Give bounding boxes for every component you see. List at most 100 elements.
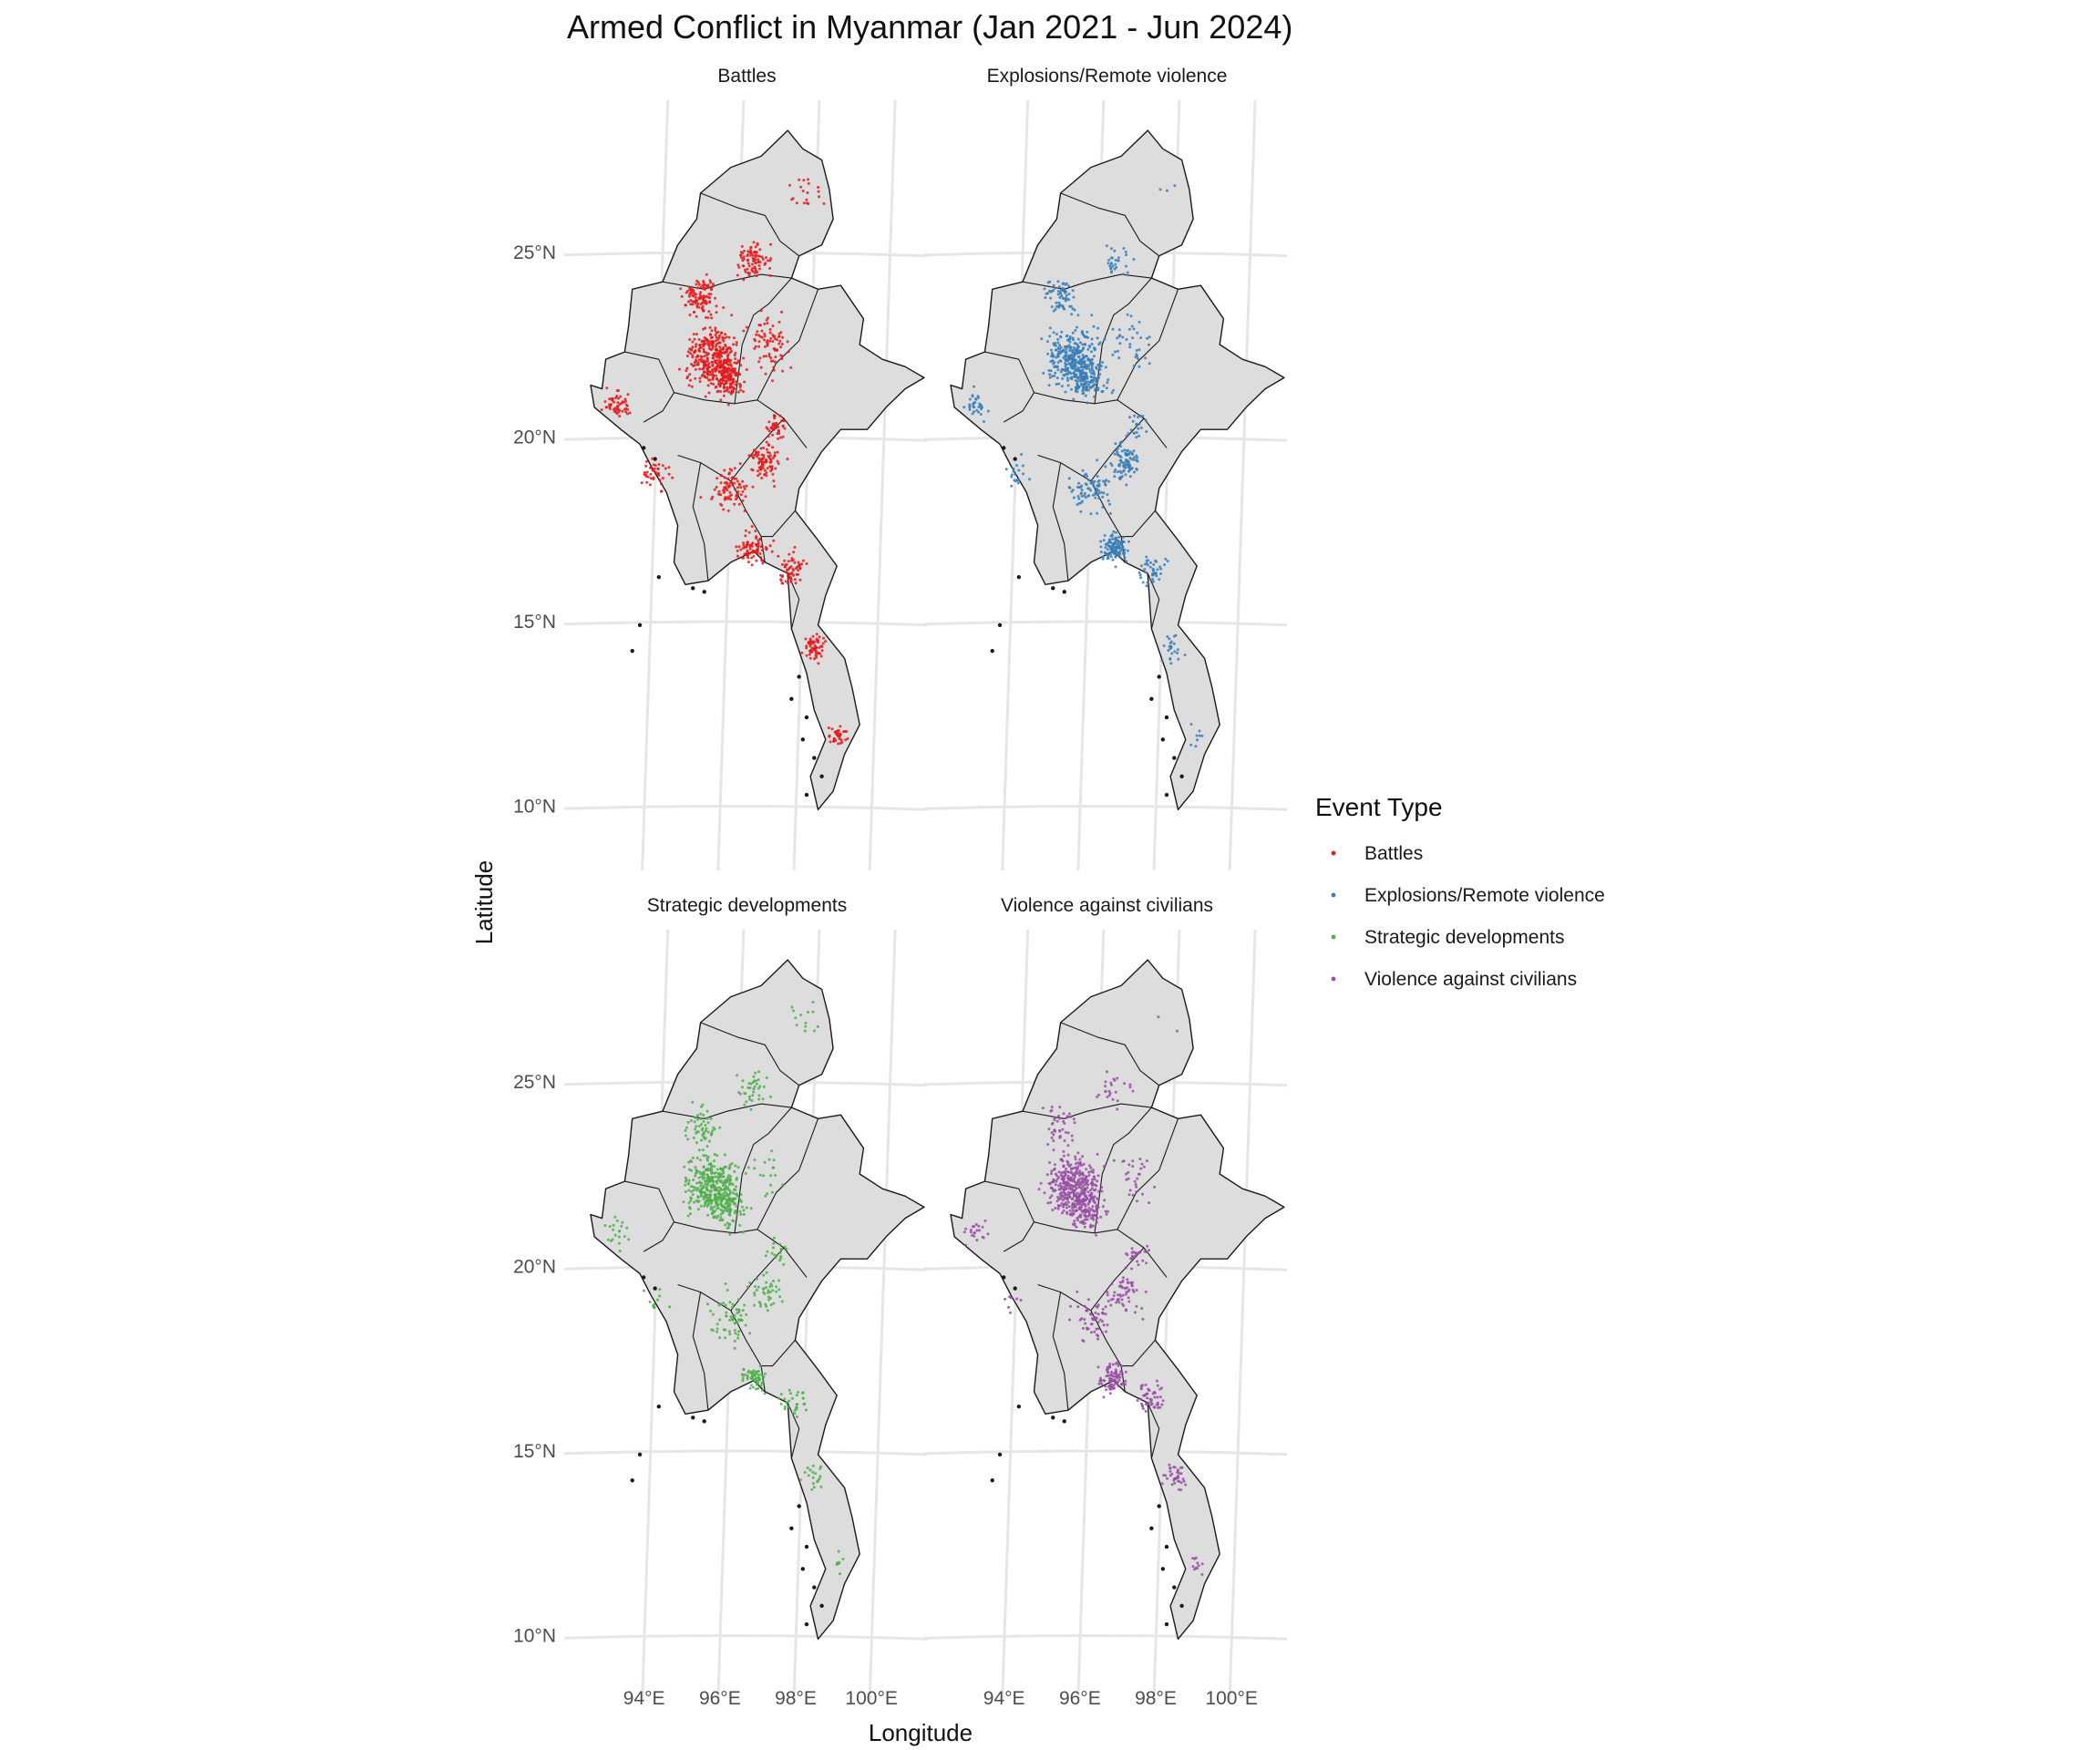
event-point — [1104, 365, 1107, 369]
event-point — [1159, 572, 1162, 575]
event-point — [815, 633, 818, 636]
event-point — [658, 1294, 662, 1298]
event-point — [736, 1321, 739, 1324]
event-point — [788, 552, 791, 556]
event-point — [691, 300, 695, 304]
event-point — [749, 245, 753, 249]
event-point — [695, 1125, 698, 1128]
event-point — [1075, 1202, 1078, 1206]
event-point — [983, 1219, 987, 1222]
event-point — [1090, 1178, 1094, 1181]
event-point — [805, 562, 808, 565]
event-point — [805, 198, 808, 201]
event-point — [708, 300, 712, 304]
event-point — [702, 1113, 705, 1117]
event-point — [768, 331, 772, 335]
event-point — [1166, 635, 1169, 638]
event-point — [828, 735, 831, 738]
event-point — [724, 1336, 727, 1340]
event-point — [1091, 1170, 1095, 1174]
event-point — [1109, 267, 1113, 271]
event-point — [1136, 456, 1139, 459]
region-border — [1022, 273, 1152, 290]
event-point — [771, 340, 775, 343]
event-point — [1121, 535, 1125, 539]
event-point — [807, 1011, 809, 1014]
event-point — [1080, 489, 1084, 492]
event-point — [829, 740, 832, 744]
event-point — [1109, 262, 1113, 265]
event-point — [1115, 1370, 1118, 1374]
event-point — [1073, 1173, 1076, 1177]
event-point — [1141, 581, 1145, 584]
event-point — [736, 1166, 740, 1169]
event-point — [728, 1163, 732, 1167]
event-point — [625, 1226, 629, 1230]
event-point — [736, 1074, 739, 1077]
event-point — [844, 738, 848, 742]
event-point — [1122, 247, 1126, 250]
event-point — [708, 370, 712, 374]
event-point — [763, 468, 767, 472]
event-point — [768, 451, 771, 455]
event-point — [757, 539, 760, 542]
event-point — [846, 736, 849, 740]
event-point — [1146, 563, 1149, 567]
event-point — [1104, 1312, 1107, 1316]
event-point — [1148, 335, 1151, 339]
event-point — [1072, 364, 1076, 367]
event-point — [1014, 472, 1017, 476]
event-point — [1054, 1189, 1056, 1192]
event-point — [756, 547, 759, 551]
event-point — [759, 468, 763, 471]
event-point — [726, 1179, 729, 1182]
event-point — [1145, 555, 1148, 559]
event-point — [704, 1154, 707, 1158]
event-point — [1116, 1361, 1119, 1364]
event-point — [751, 1374, 755, 1378]
event-point — [1072, 1178, 1076, 1180]
event-point — [720, 1219, 724, 1222]
event-point — [1017, 468, 1021, 472]
event-point — [1138, 571, 1141, 574]
region-border — [674, 1221, 808, 1278]
event-point — [1066, 371, 1070, 375]
event-point — [1056, 280, 1060, 283]
event-point — [691, 345, 695, 349]
event-point — [1115, 1301, 1118, 1304]
event-point — [1052, 309, 1055, 313]
event-point — [1114, 350, 1117, 354]
event-point — [768, 1285, 772, 1289]
event-point — [1096, 1321, 1100, 1324]
y-axis-ticks: 25°N20°N15°N10°N25°N20°N15°N10°N — [513, 242, 556, 1647]
event-point — [710, 329, 714, 333]
event-point — [1068, 349, 1072, 353]
event-point — [1096, 1197, 1099, 1200]
event-point — [1050, 1131, 1054, 1135]
event-point — [652, 478, 655, 481]
event-point — [729, 377, 733, 381]
event-point — [1096, 511, 1099, 515]
event-point — [731, 1318, 735, 1322]
event-point — [1086, 1190, 1090, 1194]
event-point — [1160, 659, 1164, 663]
event-point — [765, 471, 768, 475]
event-point — [1133, 1179, 1137, 1183]
event-point — [1108, 1363, 1112, 1365]
event-point — [1054, 1183, 1057, 1187]
event-point — [1108, 1392, 1112, 1395]
event-point — [1156, 1384, 1159, 1387]
event-point — [1085, 1168, 1088, 1171]
event-point — [1087, 367, 1091, 371]
event-point — [1080, 363, 1084, 366]
event-point — [772, 479, 776, 483]
event-point — [1128, 457, 1132, 459]
event-point — [646, 475, 650, 479]
event-point — [1120, 1383, 1124, 1386]
event-point — [726, 1227, 729, 1230]
event-point — [739, 253, 743, 257]
event-point — [1135, 1289, 1138, 1292]
event-point — [761, 561, 765, 565]
event-point — [726, 1205, 729, 1209]
event-point — [1085, 366, 1088, 370]
